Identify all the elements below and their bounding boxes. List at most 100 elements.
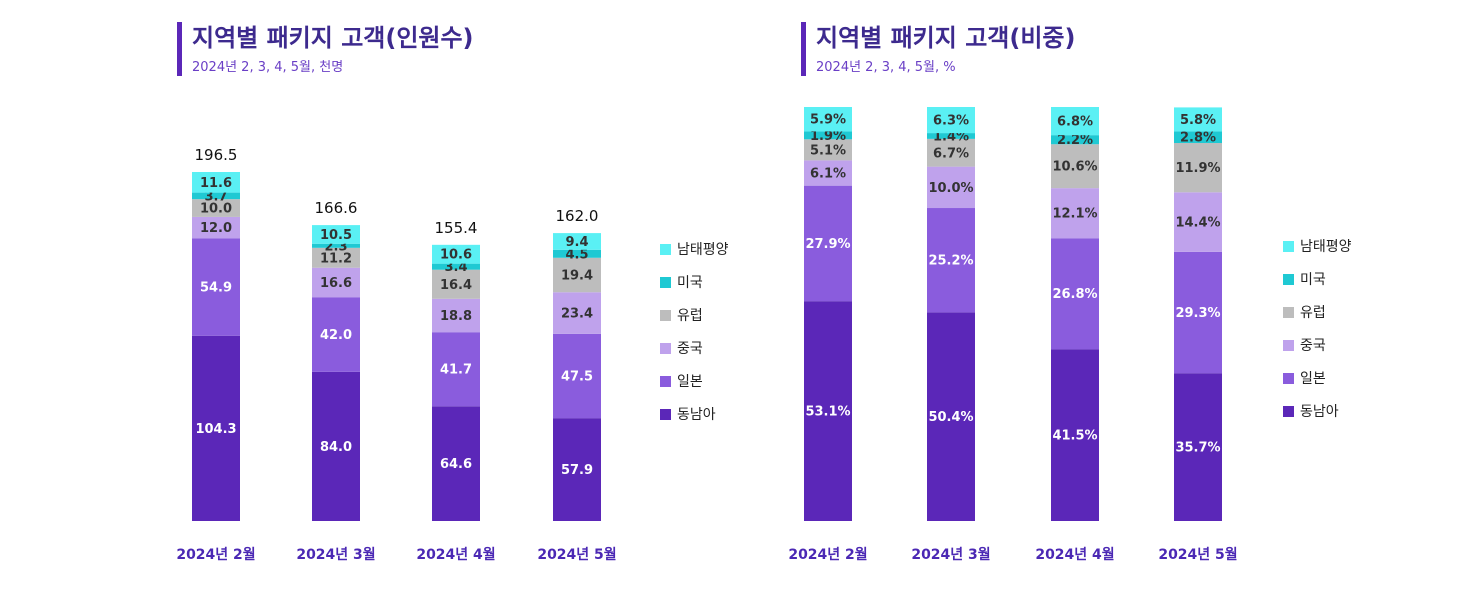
bar-segment (192, 172, 240, 193)
legend-label: 미국 (1300, 272, 1326, 288)
bar-segment (927, 208, 975, 313)
bar-segment (927, 107, 975, 134)
bar-segment (553, 292, 601, 334)
bar-segment (927, 312, 975, 521)
bar-value-label: 57.9 (561, 463, 593, 478)
bar-segment (553, 233, 601, 250)
bar-value-label: 5.1% (810, 143, 846, 158)
bar-segment (432, 406, 480, 521)
bar-value-label: 4.5 (565, 247, 588, 262)
chart-1-title-accent-bar (177, 22, 182, 76)
legend-label: 중국 (677, 341, 703, 357)
bar-segment (804, 185, 852, 302)
legend-label: 동남아 (1300, 404, 1339, 420)
bar-value-label: 41.5% (1052, 429, 1097, 444)
legend-label: 남태평양 (1300, 239, 1352, 255)
bar-value-label: 35.7% (1175, 441, 1220, 456)
chart-2-title: 지역별 패키지 고객(비중) (816, 24, 1075, 52)
bar-value-label: 5.8% (1180, 113, 1216, 128)
bar-value-label: 9.4 (565, 235, 588, 250)
bar-value-label: 3.4 (444, 260, 467, 275)
bar-value-label: 6.3% (933, 114, 969, 129)
bar-segment (553, 333, 601, 419)
legend-swatch (1283, 406, 1294, 417)
bar-segment (804, 131, 852, 140)
bar-segment (553, 418, 601, 521)
bar-value-label: 2.8% (1180, 131, 1216, 146)
bar-segment (1051, 188, 1099, 239)
bar-total-label: 166.6 (315, 199, 358, 217)
bar-value-label: 23.4 (561, 307, 593, 322)
x-tick-label: 2024년 5월 (537, 546, 616, 563)
bar-value-label: 29.3% (1175, 306, 1220, 321)
legend-swatch (660, 310, 671, 321)
bar-segment (432, 263, 480, 270)
bar-value-label: 3.7 (204, 189, 227, 204)
x-tick-label: 2024년 3월 (296, 546, 375, 563)
bar-segment (192, 199, 240, 217)
bar-value-label: 64.6 (440, 457, 472, 472)
bar-segment (1174, 251, 1222, 374)
legend-swatch (1283, 307, 1294, 318)
bar-value-label: 16.6 (320, 276, 352, 291)
chart-1-title: 지역별 패키지 고객(인원수) (192, 24, 474, 52)
legend-swatch (1283, 274, 1294, 285)
bar-value-label: 11.6 (200, 176, 232, 191)
bar-segment (312, 243, 360, 248)
bar-segment (432, 269, 480, 299)
bar-value-label: 6.7% (933, 146, 969, 161)
legend-swatch (660, 277, 671, 288)
bar-segment (432, 298, 480, 333)
bar-segment (192, 335, 240, 521)
bar-segment (192, 192, 240, 200)
bar-value-label: 14.4% (1175, 216, 1220, 231)
bar-value-label: 10.0% (928, 181, 973, 196)
bar-segment (432, 244, 480, 264)
legend-swatch (660, 343, 671, 354)
bar-value-label: 11.2 (320, 251, 352, 266)
bar-segment (1051, 238, 1099, 350)
bar-value-label: 19.4 (561, 269, 593, 284)
bar-segment (312, 371, 360, 521)
chart-1-header: 지역별 패키지 고객(인원수) 2024년 2, 3, 4, 5월, 천명 (177, 22, 474, 76)
bar-value-label: 25.2% (928, 254, 973, 269)
bar-segment (927, 133, 975, 139)
bar-segment (1174, 192, 1222, 252)
x-tick-label: 2024년 2월 (176, 546, 255, 563)
x-tick-label: 2024년 4월 (416, 546, 495, 563)
bar-segment (312, 247, 360, 268)
chart-1-plot: 104.3 54.9 12.0 10.03.711.6 196.5 2024년 2월 84.… (176, 146, 728, 563)
legend-swatch (660, 409, 671, 420)
chart-1-subtitle: 2024년 2, 3, 4, 5월, 천명 (192, 60, 343, 75)
bar-segment (927, 166, 975, 209)
bar-value-label: 5.9% (810, 113, 846, 128)
legend-label: 일본 (1300, 371, 1326, 387)
bar-value-label: 2.2% (1057, 133, 1093, 148)
bar-segment (1051, 349, 1099, 521)
bar-segment (1174, 373, 1222, 521)
bar-segment (927, 138, 975, 167)
legend-label: 동남아 (677, 407, 716, 423)
x-tick-label: 2024년 2월 (788, 546, 867, 563)
bar-value-label: 1.4% (933, 129, 969, 144)
x-tick-label: 2024년 5월 (1158, 546, 1237, 563)
bar-segment (1174, 107, 1222, 132)
legend-label: 미국 (677, 275, 703, 291)
bar-value-label: 1.9% (810, 129, 846, 144)
bar-value-label: 12.1% (1052, 207, 1097, 222)
bar-segment (312, 267, 360, 298)
bar-value-label: 42.0 (320, 328, 352, 343)
bar-segment (553, 257, 601, 293)
legend-label: 유럽 (677, 308, 703, 324)
x-tick-label: 2024년 3월 (911, 546, 990, 563)
bar-value-label: 47.5 (561, 369, 593, 384)
legend-label: 일본 (677, 374, 703, 390)
chart-2-plot: 53.1% 27.9% 6.1% 5.1%1.9%5.9% 2024년 2월 50.4% 2… (788, 107, 1352, 563)
legend-swatch (1283, 340, 1294, 351)
bar-value-label: 84.0 (320, 440, 352, 455)
bar-value-label: 27.9% (805, 237, 850, 252)
bar-value-label: 6.8% (1057, 115, 1093, 130)
bar-segment (312, 297, 360, 372)
